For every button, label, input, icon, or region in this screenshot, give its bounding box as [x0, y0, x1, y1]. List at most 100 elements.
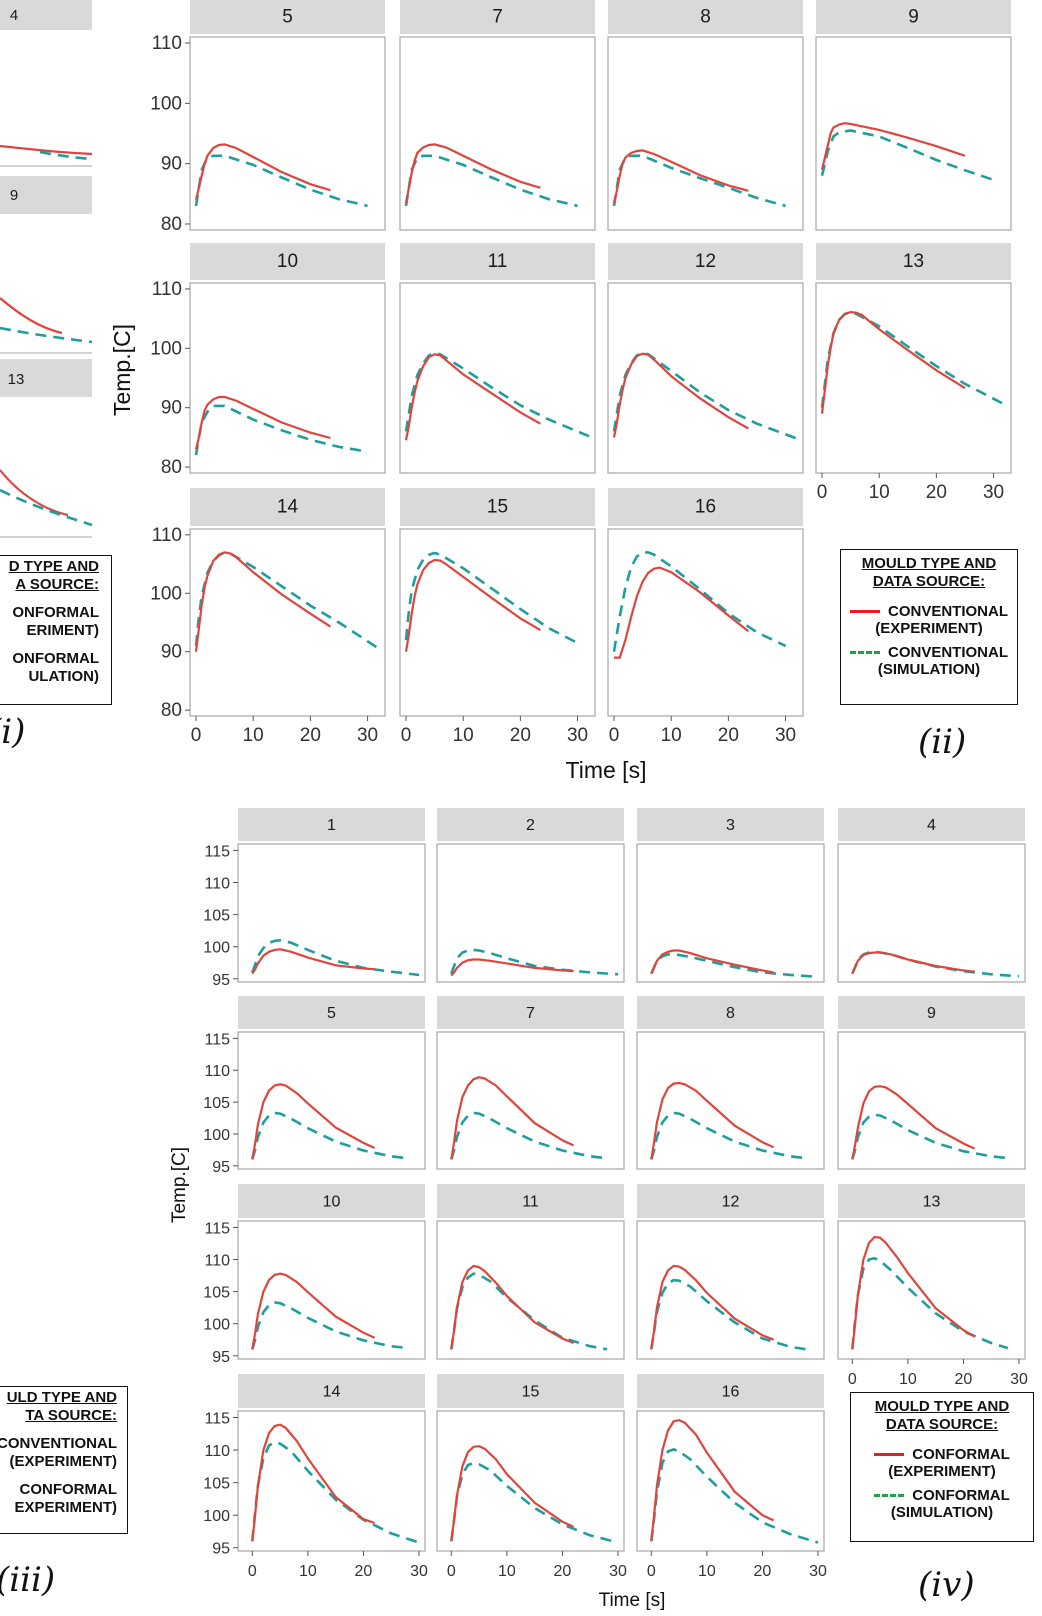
legend-swatch-experiment: [874, 1453, 905, 1456]
fragment-legend-line: A SOURCE:: [15, 576, 99, 593]
panel-strip-label: 10: [323, 1194, 341, 1211]
series-simulation-line: [820, 129, 995, 182]
series-simulation-line: [251, 1111, 409, 1160]
fragment-exp-line: [0, 297, 63, 335]
x-axis-title: Time [s]: [566, 757, 647, 783]
panel-strip: [838, 808, 1025, 841]
panel-strip-label: 12: [722, 1194, 740, 1211]
x-tick-label: 0: [401, 725, 412, 746]
panel-strip-label: 11: [488, 251, 508, 272]
legend-item-experiment: CONVENTIONAL: [888, 603, 1008, 620]
x-tick-label: 30: [410, 1563, 428, 1580]
panel-strip: [238, 808, 425, 841]
x-tick-label: 10: [243, 725, 264, 746]
panel-16: 16 0 10 20 30: [636, 1374, 827, 1580]
x-axis-title: Time [s]: [599, 1590, 666, 1611]
x-tick-label: 30: [567, 725, 588, 746]
panel-strip-label: 3: [726, 817, 735, 834]
panel-strip: [838, 996, 1025, 1029]
panel-plot-area: [237, 1410, 426, 1552]
y-tick-label: 100: [203, 1508, 230, 1525]
fragment-legend-line: ERIMENT): [26, 622, 100, 639]
series-experiment-line: [194, 143, 331, 201]
x-tick-label: 30: [609, 1563, 627, 1580]
panel-10: 10 80 90 100 110: [150, 243, 386, 478]
panel-strip: [608, 243, 803, 280]
x-tick-label: 20: [955, 1371, 973, 1388]
panel-10: 10 95 100 105 110 115: [203, 1184, 426, 1366]
series-experiment-line: [251, 1083, 376, 1160]
panel-label-ii: (ii): [918, 722, 967, 762]
panel-strip-label: 10: [277, 251, 298, 272]
y-tick-label: 100: [150, 338, 182, 359]
fragment-legend-bottom: ULD TYPE AND TA SOURCE: CONVENTIONAL (EX…: [0, 1386, 128, 1534]
panel-14: 14 95 100 105 110 115 0 10 20 30: [203, 1374, 428, 1580]
y-tick-label: 110: [152, 33, 182, 54]
series-experiment-line: [650, 949, 774, 975]
series-simulation-line: [851, 1113, 1009, 1160]
panel-2: 2: [436, 808, 625, 983]
x-tick-label: 30: [1010, 1371, 1028, 1388]
legend-title: DATA SOURCE:: [872, 573, 986, 590]
fragment-sim-line: [0, 326, 93, 344]
x-tick-label: 20: [300, 725, 321, 746]
series-experiment-line: [851, 951, 975, 975]
panel-strip: [838, 1184, 1025, 1218]
panel-strip: [400, 488, 595, 526]
series-experiment-line: [404, 143, 541, 204]
y-tick-label: 105: [203, 1476, 230, 1493]
x-tick-label: 10: [453, 725, 474, 746]
y-tick-label: 110: [152, 525, 182, 546]
panel-11: 11: [399, 243, 596, 474]
series-experiment-line: [450, 1445, 575, 1542]
series-experiment-line: [194, 395, 331, 450]
series-experiment-line: [404, 353, 541, 441]
series-simulation-line: [194, 551, 380, 650]
series-experiment-line: [650, 1418, 775, 1542]
panel-plot-area: [636, 1031, 825, 1170]
fragment-exp-line: [0, 144, 93, 156]
y-tick-label: 110: [204, 876, 230, 893]
panel-strip: [608, 488, 803, 526]
x-tick-label: 0: [848, 1371, 857, 1388]
series-experiment-line: [450, 1264, 575, 1350]
legend-title: MOULD TYPE AND: [874, 1398, 1010, 1415]
x-tick-label: 30: [809, 1563, 827, 1580]
panel-plot-area: [636, 1410, 825, 1552]
panel-strip: [190, 488, 385, 526]
y-tick-label: 110: [204, 1443, 230, 1460]
y-tick-label: 90: [161, 642, 182, 663]
panel-strip-label: 7: [492, 7, 503, 28]
panel-plot-area: [237, 1031, 426, 1170]
panel-plot-area: [636, 1220, 825, 1360]
panel-strip: [637, 996, 824, 1029]
fragment-label-bottom: (iii): [0, 1560, 56, 1600]
series-experiment-line: [650, 1081, 775, 1160]
y-tick-label: 95: [212, 972, 230, 989]
panel-plot-area: [636, 843, 825, 983]
legend-item-simulation: CONFORMAL: [912, 1487, 1010, 1504]
panel-7: 7: [399, 0, 596, 231]
panel-strip: [816, 0, 1011, 34]
x-tick-label: 20: [554, 1563, 572, 1580]
fragment-legend-line: ULD TYPE AND: [6, 1389, 117, 1406]
panel-strip: [437, 1184, 624, 1218]
series-simulation-line: [450, 1111, 608, 1160]
y-tick-label: 110: [204, 1253, 230, 1270]
panel-strip-label: 4: [927, 817, 936, 834]
fragment-strip: [0, 359, 92, 397]
y-tick-label: 105: [203, 908, 230, 925]
panel-plot-area: [815, 282, 1012, 474]
series-experiment-line: [251, 1423, 375, 1542]
left-fragment-top: 4 9 13: [0, 0, 93, 538]
y-axis-title: Temp.[C]: [169, 1147, 190, 1223]
panel-12: 12: [607, 243, 804, 474]
panel-13: 13 0 10 20 30: [837, 1184, 1028, 1388]
panel-strip: [437, 996, 624, 1029]
panel-plot-area: [815, 36, 1012, 231]
panel-strip: [238, 1374, 425, 1408]
panel-plot-area: [189, 528, 386, 717]
fragment-legend-line: D TYPE AND: [8, 558, 99, 575]
panel-strip: [437, 808, 624, 841]
panel-strip: [400, 0, 595, 34]
